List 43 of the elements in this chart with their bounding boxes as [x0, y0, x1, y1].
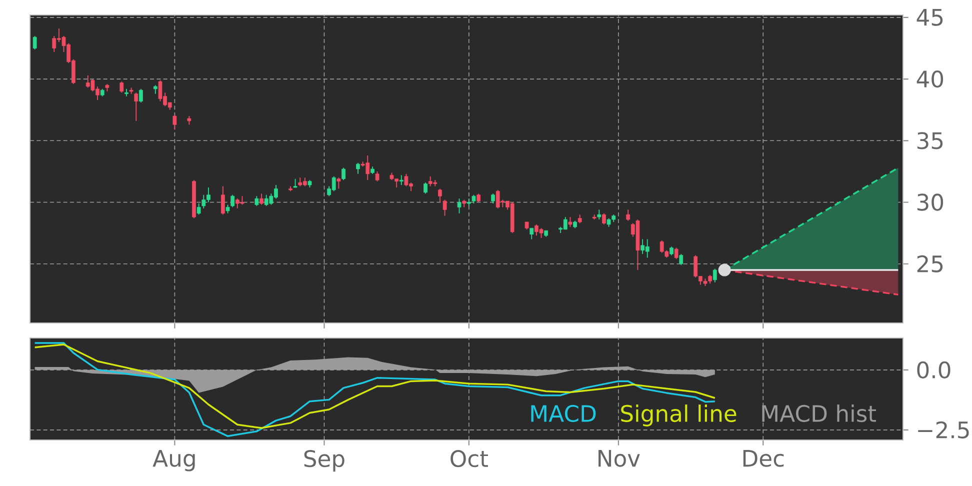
candlestick — [336, 177, 341, 190]
candlestick — [438, 188, 442, 203]
y-tick-label: 45 — [916, 9, 943, 26]
candlestick — [399, 174, 404, 186]
candlestick — [491, 193, 495, 204]
x-tick-label: Nov — [598, 450, 640, 467]
candlestick — [356, 162, 360, 174]
y-tick-label: −2.5 — [918, 421, 969, 438]
candlestick — [32, 35, 37, 50]
candlestick — [342, 167, 346, 181]
candlestick — [220, 186, 225, 216]
x-tick-label: Sep — [304, 450, 344, 472]
y-tick-label: 30 — [917, 194, 944, 211]
candlestick — [138, 88, 143, 103]
candlestick — [196, 203, 201, 216]
candlestick — [260, 193, 264, 206]
y-tick-label: 25 — [917, 255, 943, 272]
series-label: MACD — [531, 404, 596, 422]
candlestick — [442, 199, 447, 216]
candlestick — [120, 81, 124, 94]
candlestick — [712, 268, 717, 283]
candlestick — [375, 170, 380, 182]
x-tick-label: Oct — [450, 450, 488, 468]
series-label: Signal line — [621, 404, 736, 426]
candlestick — [674, 247, 678, 260]
candlestick — [530, 228, 534, 240]
y-tick-label: 0.0 — [917, 361, 950, 378]
candlestick — [230, 194, 235, 208]
candlestick — [568, 216, 572, 228]
x-tick-label: Dec — [743, 450, 784, 467]
candlestick — [626, 209, 630, 222]
x-tick-label: Aug — [152, 450, 195, 472]
y-tick-label: 35 — [917, 132, 943, 150]
candlestick — [597, 209, 602, 220]
candlestick — [134, 92, 138, 122]
candlestick — [172, 114, 177, 130]
y-tick-label: 40 — [916, 70, 944, 88]
candlestick — [457, 198, 462, 214]
candlestick — [424, 182, 428, 194]
candlestick — [679, 254, 684, 266]
candlestick — [602, 212, 606, 225]
candlestick — [254, 196, 259, 206]
text: MACD hist — [762, 404, 876, 422]
